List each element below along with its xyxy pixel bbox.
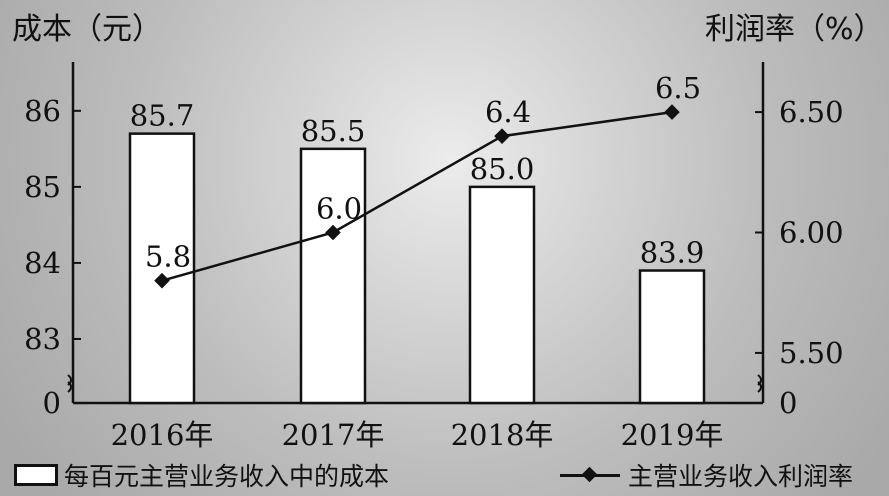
category-label: 2016年 [111,418,214,452]
line-value-label: 6.4 [485,95,531,129]
line-value-label: 6.0 [316,192,362,226]
category-label: 2019年 [621,418,724,452]
bar [299,147,367,405]
left-axis-break [67,374,72,393]
right-tick-label: 6.00 [779,216,844,250]
category-label: 2018年 [451,418,554,452]
line-value-label: 6.5 [655,71,701,105]
profit-rate-line [161,110,673,282]
bar-value-label: 85.5 [301,114,366,148]
line-point [154,272,170,289]
bar [128,132,196,405]
left-tick-label: 86 [24,94,61,128]
right-tick-label: 5.50 [779,336,844,370]
bar-value-label: 85.0 [470,152,535,186]
legend-line-swatch [560,466,620,482]
legend-line: 主营业务收入利润率 [560,458,853,492]
legend-line-label: 主营业务收入利润率 [628,462,854,491]
legend-bar-label: 每百元主营业务收入中的成本 [64,462,390,491]
line-point [325,224,341,241]
line-point [494,128,510,144]
left-axis-title: 成本（元） [12,12,162,47]
right-tick-label: 0 [779,386,797,420]
line-value-label: 5.8 [145,240,191,274]
bar-value-label: 83.9 [640,236,705,270]
left-tick-label: 84 [24,246,61,280]
left-tick-label: 85 [24,170,61,204]
right-axis-title: 利润率（%） [705,12,884,47]
left-tick-label: 0 [43,386,61,420]
legend-bar-swatch [14,464,58,486]
line-point [664,104,680,120]
category-label: 2017年 [282,418,385,452]
right-tick-label: 6.50 [779,95,844,129]
bar [468,185,536,405]
legend-bar: 每百元主营业务收入中的成本 [14,458,389,492]
left-tick-label: 83 [24,322,61,356]
right-axis-break [757,374,762,393]
bar [638,269,706,405]
bar-value-label: 85.7 [130,99,195,133]
